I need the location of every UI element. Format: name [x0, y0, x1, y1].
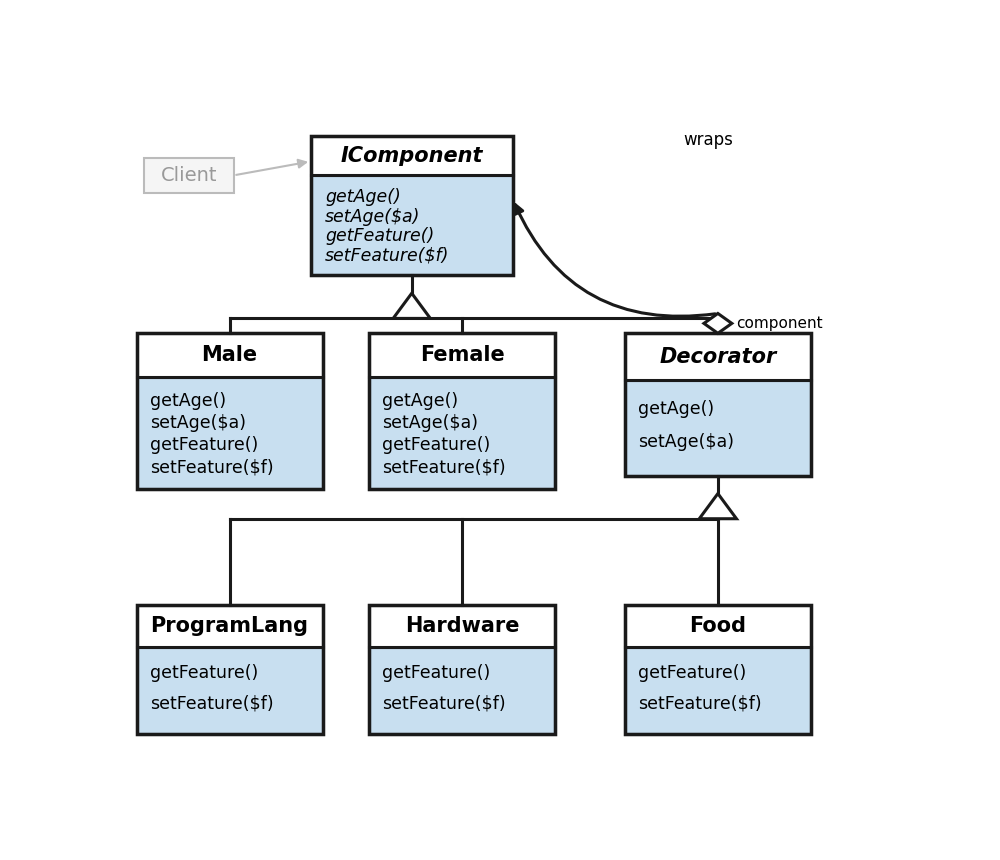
Text: Decorator: Decorator [659, 347, 776, 367]
Text: wraps: wraps [683, 131, 733, 149]
Bar [137, 605, 323, 734]
Text: component: component [736, 316, 822, 331]
Text: getFeature(): getFeature() [382, 664, 490, 682]
Text: getAge(): getAge() [382, 392, 458, 410]
Text: Female: Female [420, 345, 505, 366]
Bar [625, 334, 811, 380]
Text: setAge($a): setAge($a) [638, 433, 734, 452]
Bar [311, 137, 512, 275]
Bar [144, 158, 234, 193]
Text: setFeature($f): setFeature($f) [382, 695, 506, 712]
Bar [137, 377, 323, 489]
Text: setAge($a): setAge($a) [382, 415, 478, 433]
Bar [369, 605, 555, 734]
Bar [625, 648, 811, 734]
Text: setAge($a): setAge($a) [150, 415, 246, 433]
Text: Client: Client [161, 166, 217, 185]
Text: Food: Food [689, 616, 746, 636]
Bar [311, 137, 512, 175]
Bar [625, 605, 811, 734]
Bar [369, 334, 555, 377]
Text: getAge(): getAge() [150, 392, 226, 410]
Text: getFeature(): getFeature() [325, 227, 434, 245]
Bar [137, 334, 323, 377]
Bar [625, 380, 811, 476]
Polygon shape [704, 313, 732, 334]
Text: setAge($a): setAge($a) [325, 207, 420, 225]
Text: getAge(): getAge() [638, 400, 714, 418]
Text: getFeature(): getFeature() [150, 436, 258, 454]
Bar [137, 334, 323, 489]
Bar [369, 648, 555, 734]
Text: Hardware: Hardware [405, 616, 519, 636]
Text: IComponent: IComponent [340, 146, 483, 166]
Bar [137, 648, 323, 734]
Text: getFeature(): getFeature() [638, 664, 746, 682]
Bar [137, 605, 323, 648]
Text: getFeature(): getFeature() [382, 436, 490, 454]
Text: setFeature($f): setFeature($f) [150, 458, 273, 476]
Polygon shape [699, 494, 736, 519]
Text: Male: Male [202, 345, 258, 366]
Bar [311, 175, 512, 275]
Bar [369, 377, 555, 489]
Bar [369, 334, 555, 489]
Bar [625, 605, 811, 648]
Text: getAge(): getAge() [325, 188, 401, 206]
Text: ProgramLang: ProgramLang [151, 616, 309, 636]
Text: setFeature($f): setFeature($f) [382, 458, 506, 476]
Text: setFeature($f): setFeature($f) [638, 695, 762, 712]
Bar [625, 334, 811, 476]
Bar [369, 605, 555, 648]
Polygon shape [393, 293, 430, 318]
Text: setFeature($f): setFeature($f) [150, 695, 273, 712]
Text: getFeature(): getFeature() [150, 664, 258, 682]
Text: setFeature($f): setFeature($f) [325, 247, 449, 265]
